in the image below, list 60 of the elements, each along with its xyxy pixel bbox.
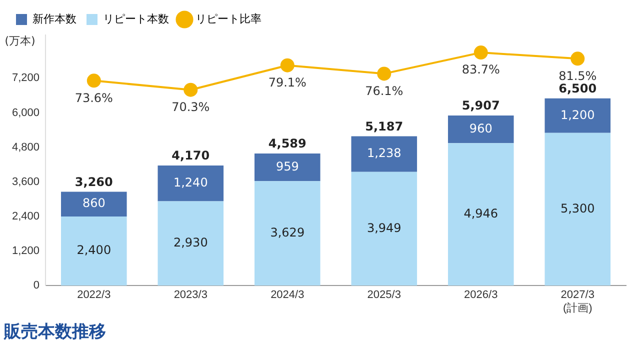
data-label: 76.1%: [365, 84, 404, 98]
point: [280, 58, 294, 72]
bar: [61, 216, 127, 286]
x-tick-label: 2023/3: [174, 289, 208, 302]
data-label: 83.7%: [462, 62, 500, 77]
data-label: 1,238: [366, 146, 402, 160]
data-label: 860: [82, 196, 106, 210]
y-tick-label: 3,600: [12, 176, 40, 188]
point: [377, 66, 392, 81]
x-tick-label: 2027/3 (計画): [560, 289, 594, 314]
data-label: 79.1%: [268, 75, 306, 90]
data-label: 73.6%: [74, 90, 113, 105]
bar: [254, 181, 320, 286]
data-label: 3,949: [366, 220, 402, 235]
x-tick-label: 2022/3: [77, 289, 111, 302]
y-axis-title: (万本): [4, 34, 36, 48]
point: [184, 82, 198, 97]
x-tick-label: 2025/3: [367, 289, 401, 302]
data-label: 3,629: [270, 225, 305, 240]
bar: [351, 172, 418, 286]
data-label: 1,240: [173, 175, 208, 190]
y-tick-label: 4,800: [12, 141, 40, 154]
bar: [544, 98, 611, 133]
data-label: 960: [469, 121, 492, 136]
legend-label: リピート本数: [103, 12, 169, 26]
data-label: 2,930: [173, 236, 208, 250]
x-tick-label: 2024/3: [270, 289, 304, 302]
y-tick-label: 1,200: [12, 245, 40, 258]
data-label: 959: [276, 159, 299, 174]
data-label: 2,400: [76, 243, 112, 258]
total-label: 5,907: [462, 98, 500, 113]
data-label: 81.5%: [558, 68, 597, 83]
data-label: 4,946: [464, 206, 498, 220]
total-label: 5,187: [365, 119, 404, 134]
y-tick-label: 6,000: [12, 106, 40, 119]
point: [474, 46, 488, 60]
bar: [61, 192, 127, 216]
bar: [158, 201, 224, 286]
point: [570, 52, 585, 66]
total-label: 6,500: [558, 81, 597, 96]
legend-label: 新作本数: [32, 12, 76, 26]
bar: [448, 143, 514, 286]
data-label: 1,200: [560, 108, 595, 122]
y-tick-label: 2,400: [12, 210, 40, 222]
x-tick-label: 2026/3: [464, 289, 498, 302]
data-label: 5,300: [560, 201, 595, 216]
text: 販売本数推移: [4, 321, 107, 343]
data-label: 70.3%: [172, 100, 210, 114]
total-label: 4,170: [172, 148, 210, 163]
total-label: 4,589: [268, 136, 306, 151]
y-tick-label: 7,200: [12, 72, 40, 84]
y-tick-label: 0: [33, 280, 40, 292]
bar: [544, 132, 611, 286]
bar: [158, 165, 224, 202]
bar: [448, 115, 514, 144]
total-label: 3,260: [74, 174, 113, 189]
legend-label: リピート比率: [196, 12, 262, 26]
point: [86, 74, 101, 88]
bar: [254, 153, 320, 182]
bar: [351, 136, 418, 172]
